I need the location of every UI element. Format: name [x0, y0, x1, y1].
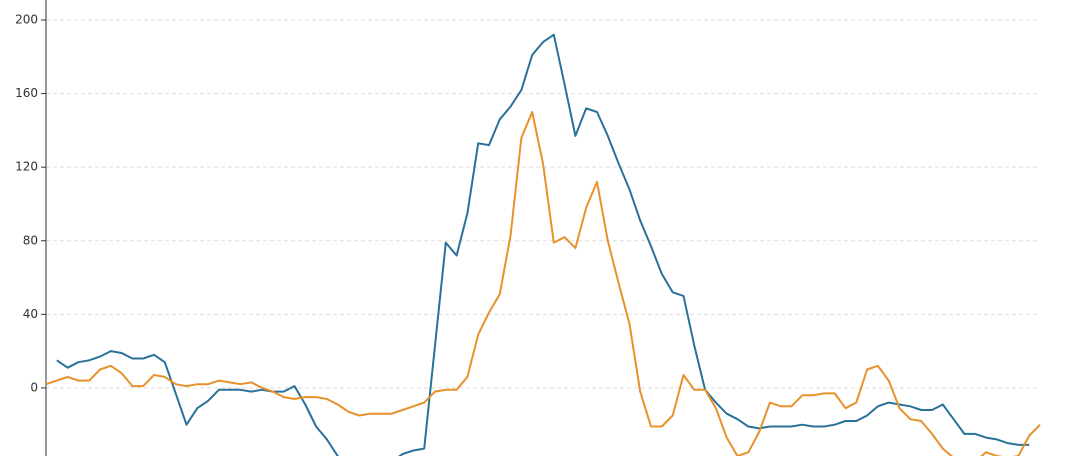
y-tick-label: 40	[23, 307, 38, 321]
y-tick-label: 200	[15, 13, 38, 27]
y-tick-label: 0	[30, 380, 38, 394]
y-tick-label: 80	[23, 233, 38, 247]
y-tick-label: -40	[18, 454, 38, 456]
line-series	[45, 111, 1041, 456]
y-tick-label: 160	[15, 86, 38, 100]
y-tick-label: 120	[15, 160, 38, 174]
line-series	[56, 33, 1030, 456]
